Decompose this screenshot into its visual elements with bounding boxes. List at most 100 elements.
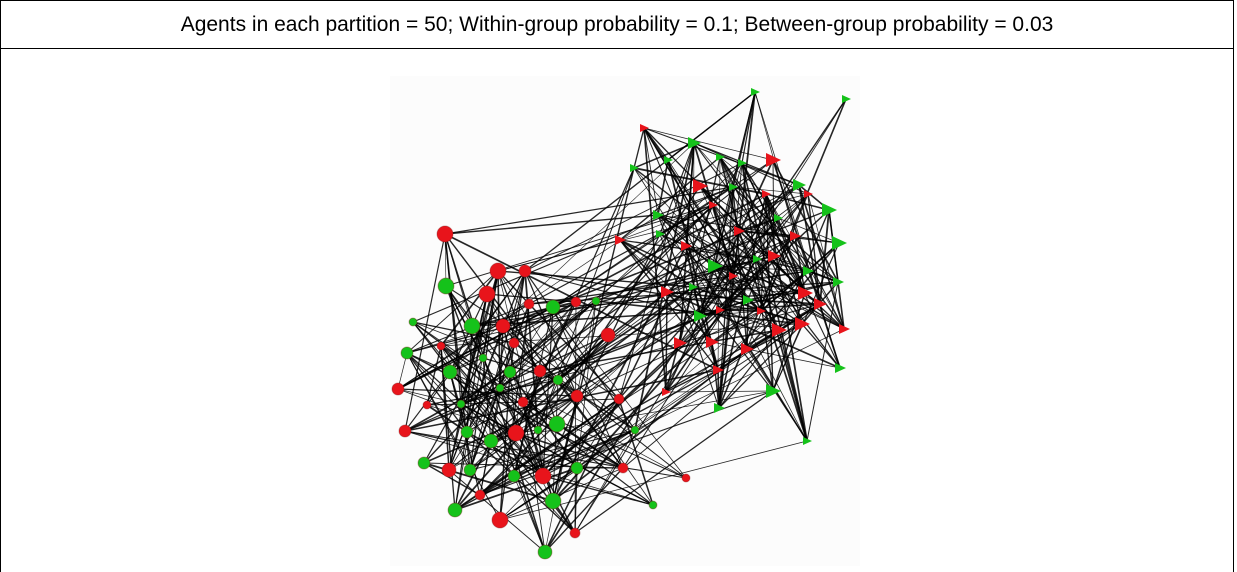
circle-node [474, 489, 486, 501]
triangle-node [798, 286, 813, 300]
triangle-node [766, 153, 781, 167]
network-edge [454, 440, 492, 511]
network-edge [711, 270, 809, 343]
triangle-node [762, 190, 771, 198]
circle-node [417, 456, 431, 470]
network-edge [574, 301, 577, 534]
network-edge [499, 475, 544, 521]
triangle-node [661, 286, 674, 298]
network-edge [509, 301, 577, 373]
circle-node [570, 389, 584, 403]
network-edge [760, 235, 796, 312]
triangle-node [751, 88, 760, 96]
network-edge [622, 303, 821, 469]
network-edge [679, 303, 821, 344]
triangle-node [832, 236, 847, 250]
network-edge [509, 300, 597, 373]
network-edge [426, 404, 517, 434]
network-edge [693, 142, 800, 186]
network-edge [618, 217, 779, 400]
network-edge [522, 401, 539, 431]
triangle-node [662, 388, 671, 396]
triangle-node [656, 230, 665, 238]
triangle-node [790, 231, 801, 241]
network-edge [552, 306, 687, 479]
triangle-node [772, 323, 787, 337]
circle-node [681, 473, 691, 483]
network-edge [469, 429, 636, 471]
circle-node [537, 544, 553, 560]
triangle-node [743, 295, 754, 305]
network-edge [404, 233, 446, 432]
network-edge [513, 475, 546, 553]
circle-node [436, 225, 454, 243]
network-edge [666, 291, 841, 369]
network-edge [746, 242, 840, 350]
circle-node [552, 374, 564, 386]
triangle-node [714, 403, 725, 413]
circle-node [534, 467, 552, 485]
circle-node [460, 425, 474, 439]
triangle-node [716, 153, 725, 161]
network-edge [406, 270, 499, 354]
network-edge [404, 309, 721, 432]
network-edge [497, 270, 694, 288]
network-edge [537, 167, 635, 431]
network-edge [552, 186, 734, 308]
network-edge [732, 98, 847, 277]
network-edge [426, 345, 442, 406]
network-edge [574, 275, 734, 534]
network-edge [712, 204, 762, 312]
circle-node [491, 511, 509, 529]
network-edge [557, 193, 809, 381]
triangle-node [804, 190, 813, 198]
network-edge [692, 286, 806, 294]
triangle-node [693, 179, 708, 193]
network-edge [719, 156, 767, 195]
network-edge [765, 193, 779, 219]
network-edge [714, 265, 806, 294]
network-edge [665, 323, 803, 393]
network-edge [539, 204, 714, 372]
triangle-node [689, 283, 698, 291]
triangle-node [793, 179, 806, 191]
network-edge [448, 270, 499, 471]
circle-node [630, 425, 640, 435]
network-edge [552, 167, 635, 502]
network-edge [756, 258, 808, 442]
network-edge [828, 209, 845, 330]
circle-node [495, 383, 505, 393]
network-edge [466, 431, 544, 477]
circle-node [463, 317, 481, 335]
caption-row: Agents in each partition = 50; Within-gr… [1, 1, 1233, 49]
triangle-node [835, 363, 846, 373]
network-edge [440, 345, 450, 471]
network-edge [528, 204, 714, 305]
circle-node [495, 318, 511, 334]
circle-node [507, 469, 521, 483]
network-edge [634, 328, 845, 431]
network-edge [513, 301, 577, 344]
network-edge [426, 403, 462, 406]
circle-node [518, 264, 532, 278]
network-edge [794, 235, 845, 330]
triangle-node [688, 137, 701, 149]
network-edge [524, 270, 539, 431]
triangle-node [694, 310, 707, 322]
triangle-node [757, 307, 766, 315]
circle-node [570, 296, 582, 308]
network-edge [574, 390, 774, 534]
network-edge [444, 186, 734, 235]
network-edge [666, 193, 767, 293]
network-edge [522, 291, 668, 403]
network-edge [576, 292, 806, 469]
network-edge [440, 270, 499, 347]
circle-node [478, 353, 488, 363]
network-edge [765, 193, 806, 294]
network-edge [747, 299, 821, 305]
triangle-node [709, 201, 718, 209]
network-edge [490, 286, 694, 442]
network-edge [643, 127, 774, 161]
network-edge [712, 204, 803, 325]
